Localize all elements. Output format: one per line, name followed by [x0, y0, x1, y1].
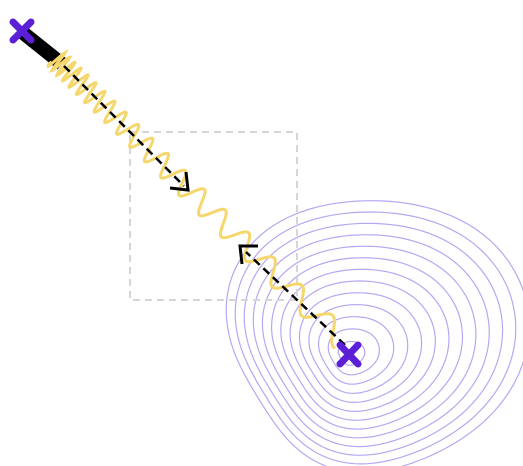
dashed-arrow: [63, 65, 185, 187]
arrow-head: [238, 244, 258, 265]
arrow-head: [169, 171, 190, 192]
contour-line: [271, 257, 464, 430]
contour-line: [252, 234, 490, 448]
contour-line: [261, 245, 477, 439]
contour-line: [308, 303, 409, 394]
target-marker: [336, 341, 362, 368]
contour-line: [327, 328, 381, 376]
contour-line: [298, 292, 423, 404]
dashed-arrow: [245, 251, 346, 346]
contour-line: [317, 316, 395, 385]
contour-line: [243, 222, 504, 456]
contour-line: [289, 280, 437, 413]
spring: [46, 48, 336, 350]
contour-line: [225, 200, 523, 466]
contour-line: [280, 268, 450, 421]
contour-lines: [225, 200, 523, 466]
contour-line: [234, 211, 517, 465]
start-marker: [9, 18, 35, 44]
